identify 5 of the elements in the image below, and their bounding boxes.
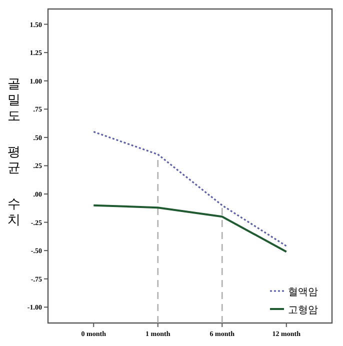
legend-label: 혈액암 [288, 287, 318, 298]
line-series [92, 204, 288, 253]
legend-label: 고형암 [288, 305, 318, 316]
line-series [92, 130, 288, 247]
text: 골밀도 평균 수치 [8, 77, 20, 228]
